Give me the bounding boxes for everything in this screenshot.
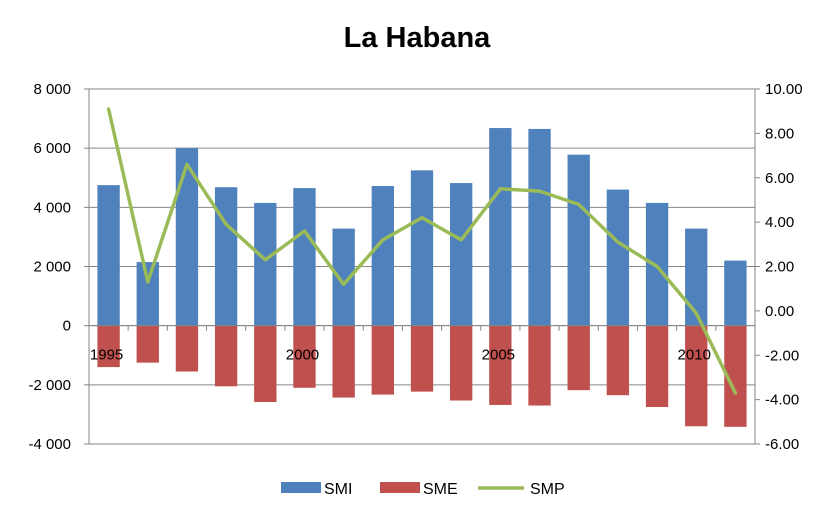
left-axis-tick-label: 0 <box>63 318 71 335</box>
bar-sme <box>410 325 434 392</box>
x-axis-tick-label: 2005 <box>482 347 515 364</box>
bar-smi <box>371 186 394 326</box>
bar-smi <box>724 260 747 326</box>
right-axis-tick-label: 6.00 <box>765 170 794 187</box>
left-axis-tick-label: 4 000 <box>33 199 71 216</box>
bar-smi <box>97 185 120 326</box>
left-axis-tick-label: 8 000 <box>33 81 71 98</box>
bar-smi <box>332 228 355 326</box>
legend-swatch-smi <box>281 482 321 493</box>
bar-smi <box>410 170 434 326</box>
bar-smi <box>489 128 512 326</box>
bar-sme <box>724 325 747 427</box>
right-axis-tick-label: 10.00 <box>765 81 803 98</box>
bar-sme <box>450 325 473 401</box>
bar-smi <box>606 189 630 326</box>
bar-sme <box>645 325 669 408</box>
right-axis-tick-label: -2.00 <box>765 347 799 364</box>
right-axis-tick-label: 0.00 <box>765 303 794 320</box>
bar-smi <box>136 262 159 326</box>
bar-sme <box>685 325 708 427</box>
bar-sme <box>528 325 551 406</box>
bar-sme <box>332 325 355 398</box>
bar-sme <box>175 325 199 372</box>
bar-smi <box>528 128 551 326</box>
left-axis-tick-label: 2 000 <box>33 259 71 276</box>
x-axis-tick-label: 2010 <box>678 347 711 364</box>
bar-smi <box>214 187 238 326</box>
bar-sme <box>606 325 630 396</box>
bar-smi <box>685 228 708 326</box>
x-axis-tick-label: 2000 <box>286 347 319 364</box>
bar-smi <box>450 183 473 326</box>
right-axis-tick-label: -6.00 <box>765 436 799 453</box>
bar-sme <box>293 325 316 388</box>
bar-smi <box>567 154 590 326</box>
left-axis-tick-label: 6 000 <box>33 140 71 157</box>
bar-sme <box>136 325 159 363</box>
right-axis-tick-label: 4.00 <box>765 214 794 231</box>
right-axis-tick-label: 2.00 <box>765 259 794 276</box>
bar-sme <box>97 325 120 368</box>
right-axis-tick-label: -4.00 <box>765 392 799 409</box>
bar-smi <box>645 202 669 326</box>
bar-sme <box>567 325 590 391</box>
x-axis-tick-label: 1995 <box>90 347 123 364</box>
legend-swatch-sme <box>380 482 420 493</box>
bar-sme <box>489 325 512 405</box>
bar-sme <box>254 325 277 402</box>
legend-label-smp: SMP <box>530 481 565 498</box>
left-axis-tick-label: -4 000 <box>28 436 71 453</box>
legend-label-smi: SMI <box>324 481 352 498</box>
right-axis-tick-label: 8.00 <box>765 125 794 142</box>
left-axis-tick-label: -2 000 <box>28 377 71 394</box>
chart-title: La Habana <box>343 22 491 54</box>
bar-sme <box>371 325 394 395</box>
bar-sme <box>214 325 238 387</box>
legend-label-sme: SME <box>423 481 458 498</box>
bar-smi <box>293 188 316 326</box>
bar-smi <box>254 202 277 326</box>
bar-smi <box>175 148 199 326</box>
